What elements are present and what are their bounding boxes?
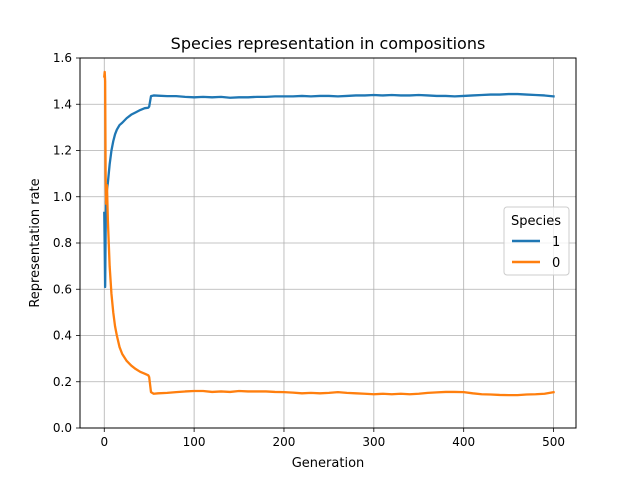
y-axis-label: Representation rate bbox=[28, 178, 43, 307]
y-tick-label: 0.8 bbox=[53, 236, 72, 250]
series-line-species-0 bbox=[103, 70, 555, 397]
x-tick-label: 100 bbox=[183, 435, 206, 449]
x-tick-label: 300 bbox=[362, 435, 385, 449]
series-line-species-1 bbox=[103, 92, 555, 289]
y-tick-label: 0.6 bbox=[53, 282, 72, 296]
series-lines bbox=[103, 70, 555, 397]
y-tick-label: 0.4 bbox=[53, 329, 72, 343]
x-axis-label: Generation bbox=[292, 456, 365, 471]
y-tick-label: 1.0 bbox=[53, 190, 72, 204]
y-tick-label: 1.6 bbox=[53, 51, 72, 65]
chart-title: Species representation in compositions bbox=[171, 34, 486, 53]
x-tick-label: 500 bbox=[542, 435, 565, 449]
legend-title: Species bbox=[511, 214, 561, 229]
y-tick-label: 1.2 bbox=[53, 144, 72, 158]
x-tick-label: 200 bbox=[273, 435, 296, 449]
x-axis-ticks: 0 100 200 300 400 500 bbox=[100, 428, 565, 449]
y-tick-label: 0.2 bbox=[53, 375, 72, 389]
y-axis-ticks: 0.0 0.2 0.4 0.6 0.8 1.0 1.2 1.4 1.6 bbox=[53, 51, 80, 435]
x-tick-label: 400 bbox=[452, 435, 475, 449]
x-tick-label: 0 bbox=[100, 435, 108, 449]
legend: Species 1 0 bbox=[503, 206, 570, 276]
legend-label-species-1: 1 bbox=[552, 235, 560, 250]
legend-label-species-0: 0 bbox=[552, 256, 560, 271]
y-tick-label: 0.0 bbox=[53, 421, 72, 435]
y-tick-label: 1.4 bbox=[53, 97, 72, 111]
